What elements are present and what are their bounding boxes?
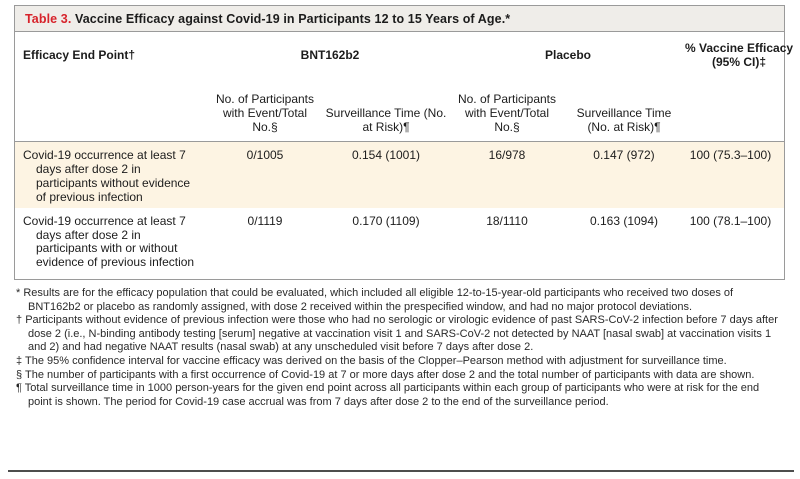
efficacy-endpoint-header: Efficacy End Point† [23, 48, 136, 63]
footnote-symbol: * [16, 287, 21, 299]
vaccine-efficacy-header: % Vaccine Efficacy (95% CI)‡ [685, 41, 794, 70]
subheader-surveillance-bnt: Surveillance Time (No. at Risk)¶ [325, 105, 447, 134]
bnt-surveillance-cell: 0.154 (1001) [351, 148, 421, 162]
footnote: ‡ The 95% confidence interval for vaccin… [16, 355, 782, 369]
table-card: Table 3. Vaccine Efficacy against Covid-… [14, 5, 793, 281]
footnote-text: Total surveillance time in 1000 person-y… [24, 382, 760, 408]
placebo-events-cell: 18/1110 [486, 213, 528, 228]
footnote-text: Participants without evidence of previou… [25, 314, 778, 354]
table-group-header-row: Efficacy End Point† BNT162b2 Placebo % V… [15, 32, 793, 80]
table-title-bar: Table 3. Vaccine Efficacy against Covid-… [15, 6, 784, 32]
bnt-events-cell: 0/1119 [247, 213, 283, 228]
table-row: Covid-19 occurrence at least 7 days afte… [15, 208, 784, 280]
group-header-bnt162b2: BNT162b2 [300, 48, 360, 63]
footnote: ¶ Total surveillance time in 1000 person… [16, 382, 782, 409]
bnt-surveillance-cell: 0.170 (1109) [352, 213, 420, 228]
footnote: † Participants without evidence of previ… [16, 314, 782, 355]
footnote: § The number of participants with a firs… [16, 369, 782, 383]
efficacy-cell: 100 (75.3–100) [689, 148, 772, 162]
footnote-text: The number of participants with a first … [24, 368, 755, 381]
subheader-events-placebo: No. of Participants with Event/Total No.… [457, 91, 557, 134]
placebo-surveillance-cell: 0.147 (972) [593, 148, 655, 162]
footnote: * Results are for the efficacy populatio… [16, 287, 782, 314]
vaccine-efficacy-header-line2: (95% CI)‡ [712, 55, 767, 69]
footnote-symbol: § [16, 368, 23, 381]
placebo-events-cell: 16/978 [488, 148, 526, 162]
vaccine-efficacy-header-line1: % Vaccine Efficacy [685, 41, 794, 56]
footnote-symbol: † [16, 314, 23, 327]
placebo-surveillance-cell: 0.163 (1094) [589, 213, 659, 228]
footnote-text: The 95% confidence interval for vaccine … [24, 354, 727, 367]
footnotes-section: * Results are for the efficacy populatio… [16, 287, 782, 409]
subheader-events-bnt: No. of Participants with Event/Total No.… [215, 91, 315, 134]
footnote-symbol: ¶ [16, 382, 22, 395]
subheader-surveillance-placebo: Surveillance Time (No. at Risk)¶ [576, 105, 672, 134]
bottom-rule [8, 470, 794, 472]
endpoint-cell: Covid-19 occurrence at least 7 days afte… [23, 148, 191, 204]
bnt-events-cell: 0/1005 [246, 148, 284, 162]
table-subheader-row: No. of Participants with Event/Total No.… [15, 80, 784, 142]
table-number-label: Table 3. [25, 12, 72, 26]
endpoint-cell: Covid-19 occurrence at least 7 days afte… [23, 213, 195, 270]
table-row: Covid-19 occurrence at least 7 days afte… [15, 142, 784, 208]
table-title-text: Vaccine Efficacy against Covid-19 in Par… [75, 12, 511, 26]
footnote-text: Results are for the efficacy population … [23, 287, 734, 313]
efficacy-cell: 100 (78.1–100) [689, 213, 772, 228]
group-header-placebo: Placebo [544, 48, 592, 63]
footnote-symbol: ‡ [16, 354, 23, 367]
